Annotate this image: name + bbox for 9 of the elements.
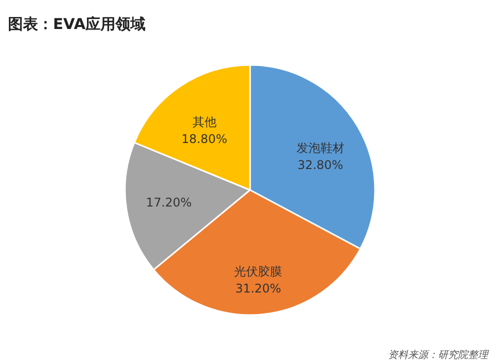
slice-label: 发泡鞋材 bbox=[296, 140, 344, 155]
data-label: 18.80% bbox=[181, 132, 228, 146]
data-label: 32.80% bbox=[297, 158, 344, 172]
text: 资料来源：研究院整理 bbox=[388, 349, 489, 361]
chart-title: 图表：EVA应用领域 bbox=[8, 15, 146, 33]
slice-label: 光伏胶膜 bbox=[234, 264, 282, 279]
slice-label: 其他 bbox=[192, 114, 216, 129]
data-label: 31.20% bbox=[235, 282, 282, 296]
data-label: 17.20% bbox=[146, 195, 192, 210]
